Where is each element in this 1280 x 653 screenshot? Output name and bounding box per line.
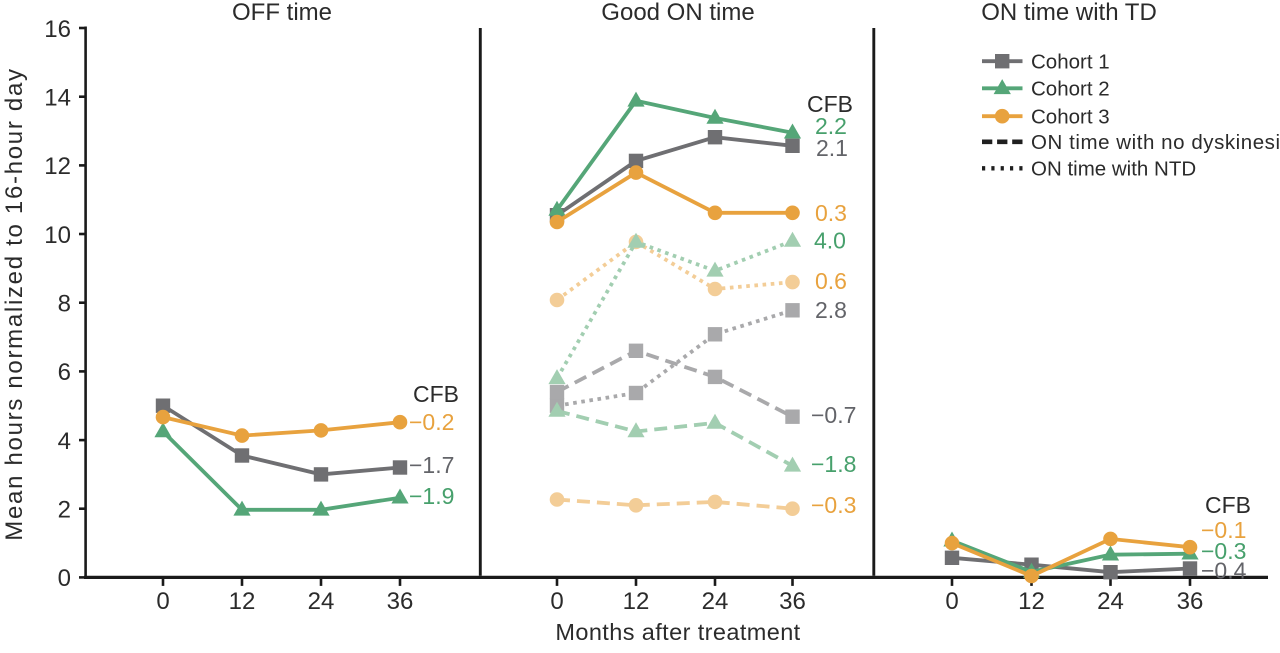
svg-text:0: 0 [550, 588, 563, 615]
svg-text:12: 12 [1018, 588, 1045, 615]
svg-text:CFB: CFB [807, 91, 853, 117]
svg-text:12: 12 [229, 588, 256, 615]
svg-text:Months after treatment: Months after treatment [555, 619, 800, 645]
svg-text:2.8: 2.8 [815, 297, 847, 323]
svg-text:14: 14 [44, 85, 71, 112]
svg-text:2: 2 [58, 497, 71, 524]
svg-text:−0.3: −0.3 [1201, 538, 1246, 564]
svg-text:ON time with TD: ON time with TD [981, 0, 1157, 26]
svg-text:6: 6 [58, 359, 71, 386]
svg-text:4.0: 4.0 [814, 228, 846, 254]
svg-text:16: 16 [44, 16, 71, 43]
svg-text:8: 8 [58, 291, 71, 318]
svg-text:36: 36 [387, 588, 414, 615]
svg-text:10: 10 [44, 222, 71, 249]
svg-text:12: 12 [44, 153, 71, 180]
svg-text:Mean hours normalized to 16-ho: Mean hours normalized to 16-hour day [1, 67, 28, 540]
svg-text:0.3: 0.3 [815, 200, 847, 226]
svg-text:0.6: 0.6 [815, 268, 847, 294]
svg-text:−1.8: −1.8 [811, 451, 856, 477]
svg-text:−0.3: −0.3 [811, 492, 856, 518]
svg-text:−1.7: −1.7 [409, 452, 454, 478]
svg-text:36: 36 [1177, 588, 1204, 615]
svg-text:Good ON time: Good ON time [601, 0, 754, 26]
svg-text:12: 12 [623, 588, 650, 615]
svg-text:0: 0 [156, 588, 169, 615]
svg-text:2.1: 2.1 [816, 135, 848, 161]
svg-text:−0.7: −0.7 [811, 402, 856, 428]
svg-text:OFF time: OFF time [232, 0, 332, 26]
svg-text:−0.2: −0.2 [409, 409, 454, 435]
svg-text:ON time with no dyskinesia: ON time with no dyskinesia [1031, 131, 1280, 154]
svg-text:Cohort 1: Cohort 1 [1031, 51, 1110, 74]
svg-text:−0.4: −0.4 [1201, 558, 1247, 584]
svg-text:4: 4 [58, 428, 71, 455]
svg-text:36: 36 [779, 588, 806, 615]
svg-text:CFB: CFB [1205, 492, 1251, 518]
svg-text:CFB: CFB [413, 381, 459, 407]
svg-text:Cohort 2: Cohort 2 [1031, 78, 1110, 101]
svg-text:−1.9: −1.9 [409, 483, 454, 509]
svg-text:−0.1: −0.1 [1201, 517, 1246, 543]
svg-text:2.2: 2.2 [815, 113, 847, 139]
svg-text:24: 24 [702, 588, 729, 615]
svg-text:0: 0 [58, 565, 71, 592]
svg-text:Cohort 3: Cohort 3 [1031, 106, 1110, 129]
svg-text:ON time with NTD: ON time with NTD [1031, 158, 1196, 181]
svg-text:0: 0 [945, 588, 958, 615]
svg-text:24: 24 [308, 588, 335, 615]
svg-text:24: 24 [1097, 588, 1124, 615]
